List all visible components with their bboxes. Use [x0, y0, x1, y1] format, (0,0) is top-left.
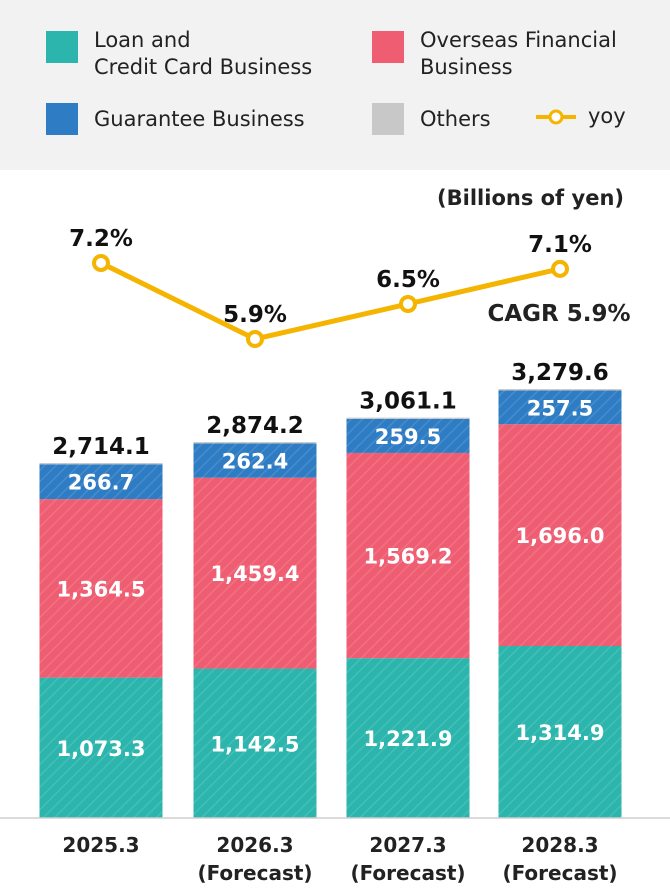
- bar-label-loan-credit-1: 1,073.3: [56, 737, 145, 761]
- bar-hatch-guarantee-3: [346, 418, 470, 453]
- yoy-label-1: 7.2%: [69, 226, 133, 252]
- legend-item-loan-credit: Loan and Credit Card Business: [46, 27, 312, 81]
- yoy-label-4: 7.1%: [528, 232, 592, 258]
- bar-label-overseas-1: 1,364.5: [56, 577, 145, 601]
- legend-label-others: Others: [420, 107, 491, 131]
- bar-label-loan-credit-2: 1,142.5: [210, 732, 299, 756]
- legend-label-guarantee: Guarantee Business: [94, 107, 305, 131]
- bar-label-overseas-4: 1,696.0: [515, 524, 604, 548]
- bar-hatch-others-4: [498, 389, 622, 391]
- bar-label-guarantee-1: 266.7: [68, 471, 134, 495]
- legend-item-yoy: yoy: [534, 103, 626, 131]
- x-tick-label-4-sub: (Forecast): [502, 861, 617, 885]
- bar-label-loan-credit-3: 1,221.9: [363, 727, 452, 751]
- legend-label-loan-credit: Loan and Credit Card Business: [94, 28, 313, 79]
- yoy-point-3: [399, 294, 417, 313]
- x-tick-label-3: 2027.3: [369, 833, 446, 857]
- legend-item-others: Others: [372, 103, 491, 135]
- bar-label-loan-credit-4: 1,314.9: [515, 721, 604, 745]
- legend-swatch-others: [372, 103, 404, 135]
- bar-label-overseas-3: 1,569.2: [363, 545, 452, 569]
- x-tick-label-4: 2028.3: [521, 833, 598, 857]
- total-label-1: 2,714.1: [52, 434, 150, 460]
- yoy-point-2: [246, 330, 264, 349]
- yoy-series-line: [99, 260, 561, 342]
- unit-label: (Billions of yen): [437, 186, 624, 210]
- x-tick-label-2-sub: (Forecast): [197, 861, 312, 885]
- bar-hatch-guarantee-2: [193, 443, 317, 478]
- bar-label-guarantee-3: 259.5: [375, 425, 441, 449]
- bar-hatch-others-2: [193, 442, 317, 444]
- yoy-point-1: [92, 254, 110, 272]
- bar-hatch-overseas-3: [346, 452, 470, 659]
- legend-item-guarantee: Guarantee Business: [46, 103, 305, 135]
- bar-hatch-others-3: [346, 417, 470, 419]
- total-label-4: 3,279.6: [511, 360, 609, 386]
- legend-label-yoy: yoy: [588, 104, 626, 128]
- bar-hatch-loan-credit-2: [193, 668, 317, 818]
- bar-label-guarantee-2: 262.4: [222, 450, 288, 474]
- cagr-annotation: CAGR 5.9%: [487, 301, 630, 327]
- x-tick-label-3-sub: (Forecast): [350, 861, 465, 885]
- x-tick-label-2: 2026.3: [216, 833, 293, 857]
- legend-swatch-overseas: [372, 31, 404, 63]
- yoy-point-4: [551, 259, 569, 278]
- legend-yoy-line-icon: [536, 109, 576, 125]
- bar-label-guarantee-4: 257.5: [527, 396, 593, 420]
- legend-label-overseas: Overseas Financial Business: [420, 28, 617, 79]
- bar-hatch-guarantee-1: [39, 464, 163, 500]
- bar-hatch-loan-credit-1: [39, 677, 163, 818]
- bar-hatch-overseas-2: [193, 477, 317, 669]
- bar-hatch-others-1: [39, 462, 163, 465]
- yoy-label-2: 5.9%: [223, 302, 287, 328]
- x-tick-label-1: 2025.3: [62, 833, 139, 857]
- legend-item-overseas: Overseas Financial Business: [372, 27, 617, 81]
- total-label-2: 2,874.2: [206, 413, 304, 439]
- legend-swatch-guarantee: [46, 103, 78, 135]
- total-label-3: 3,061.1: [359, 389, 457, 415]
- bar-hatch-loan-credit-4: [498, 646, 622, 818]
- bar-hatch-guarantee-4: [498, 390, 622, 425]
- bar-label-overseas-2: 1,459.4: [210, 562, 299, 586]
- legend: Loan and Credit Card Business Overseas F…: [0, 0, 670, 170]
- yoy-label-3: 6.5%: [376, 267, 440, 293]
- bar-hatch-overseas-1: [39, 499, 163, 678]
- legend-swatch-loan-credit: [46, 31, 78, 63]
- bar-hatch-overseas-4: [498, 424, 622, 647]
- bar-hatch-loan-credit-3: [346, 658, 470, 818]
